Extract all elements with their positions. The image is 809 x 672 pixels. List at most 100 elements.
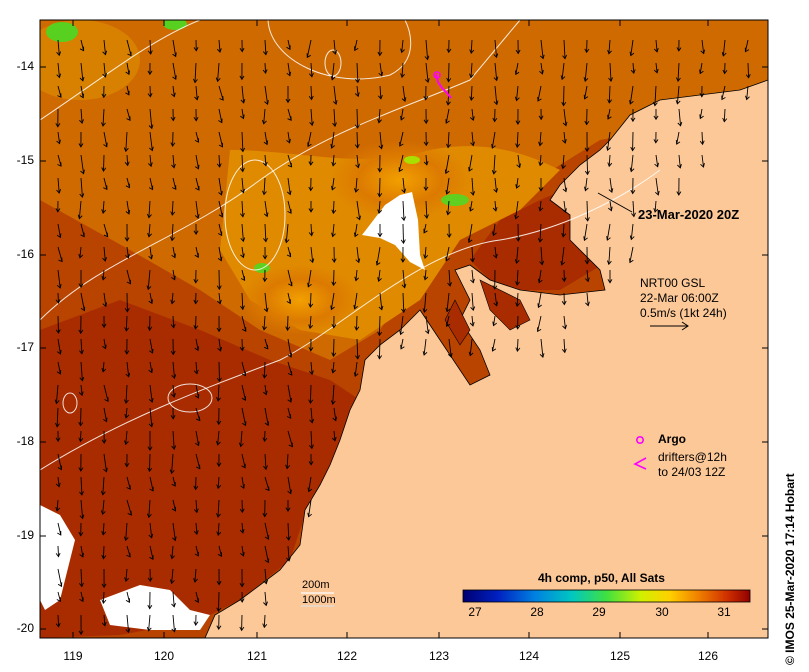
current-vector (308, 476, 312, 492)
current-vector-head (606, 260, 612, 266)
current-vector (563, 108, 567, 126)
current-vector-head (307, 282, 312, 288)
current-vector (264, 154, 267, 166)
current-vector-head (400, 115, 405, 121)
current-vector-head (263, 140, 269, 146)
x-tick-label: 120 (153, 649, 175, 663)
current-vector-head (263, 237, 268, 243)
current-vector (264, 522, 269, 540)
current-vector (218, 338, 222, 351)
current-vector-head (608, 206, 613, 212)
current-vector-head (355, 258, 361, 264)
current-vector (103, 292, 107, 307)
current-vector (676, 85, 680, 104)
current-vector-head (608, 188, 614, 194)
current-vector (264, 131, 268, 145)
current-vector-head (216, 420, 222, 426)
current-vector-head (126, 485, 131, 490)
current-vector-head (240, 253, 245, 259)
current-vector (586, 200, 589, 221)
current-vector-head (240, 276, 246, 282)
current-vector (57, 246, 63, 262)
current-vector-head (102, 344, 107, 350)
current-vector-head (147, 577, 153, 583)
current-vector (332, 154, 335, 166)
current-vector (539, 200, 542, 211)
current-vector (494, 177, 497, 193)
current-vector-head (514, 214, 519, 220)
drifter-marker-icon (633, 457, 647, 470)
current-vector (263, 108, 266, 124)
current-vector-head (401, 283, 407, 289)
current-vector (241, 200, 244, 217)
current-vector-head (149, 486, 154, 492)
current-vector (448, 269, 451, 287)
credit-block: © IMOS 25-Mar-2020 17:14 Hobart (783, 395, 797, 665)
current-vector-head (284, 238, 290, 244)
current-vector-head (493, 188, 499, 193)
cool-spot (46, 22, 78, 42)
current-vector-head (353, 232, 359, 238)
current-vector-head (262, 623, 268, 629)
current-vector-head (55, 506, 61, 512)
current-vector-head (169, 579, 175, 585)
current-vector-head (537, 96, 542, 102)
current-vector-head (54, 399, 60, 405)
current-vector-head (240, 188, 246, 194)
current-vector (402, 200, 405, 221)
current-vector-head (217, 552, 222, 557)
current-vector-head (538, 115, 544, 121)
current-vector-head (194, 393, 200, 399)
current-vector-head (55, 552, 61, 558)
current-vector (424, 269, 427, 280)
current-vector (632, 200, 635, 217)
colorbar-tick: 30 (655, 605, 669, 619)
current-vector-head (353, 372, 359, 378)
current-vector-head (446, 77, 452, 83)
current-vector-head (58, 257, 63, 263)
current-vector (195, 338, 199, 351)
current-vector (607, 131, 611, 151)
current-vector-head (171, 482, 176, 487)
current-vector-head (262, 69, 268, 74)
current-vector-head (492, 285, 498, 290)
current-vector (55, 384, 59, 404)
current-vector (263, 315, 266, 330)
current-vector-head (332, 416, 338, 422)
current-vector (699, 108, 703, 119)
current-vector (333, 338, 335, 357)
current-vector-head (240, 147, 246, 153)
current-vector-head (55, 208, 61, 213)
current-vector-head (171, 374, 177, 380)
current-vector (80, 407, 82, 426)
current-vector (287, 131, 291, 143)
current-vector-head (354, 326, 360, 331)
current-vector-head (216, 580, 222, 586)
current-vector-head (80, 232, 85, 238)
current-vector-head (516, 163, 521, 169)
current-vector (333, 85, 337, 105)
current-vector (331, 62, 335, 80)
current-vector-head (377, 277, 382, 282)
current-vector (378, 108, 381, 123)
current-vector-head (147, 162, 153, 168)
current-vector-head (653, 115, 659, 121)
current-vector (80, 62, 84, 81)
current-vector-head (584, 259, 590, 265)
current-vector-head (147, 232, 153, 238)
current-vector (171, 223, 174, 241)
current-vector (584, 62, 588, 82)
current-vector-head (539, 69, 544, 75)
current-vector (218, 177, 223, 195)
current-vector (537, 315, 542, 332)
current-vector-head (171, 602, 176, 608)
current-vector-head (492, 321, 497, 327)
current-vector-head (146, 626, 152, 632)
current-vector-head (147, 467, 153, 473)
current-vector-head (700, 162, 705, 168)
current-vector-head (377, 51, 383, 57)
current-vector (307, 269, 312, 287)
timestamp-label: 23-Mar-2020 20Z (638, 207, 740, 222)
current-vector (79, 246, 82, 258)
